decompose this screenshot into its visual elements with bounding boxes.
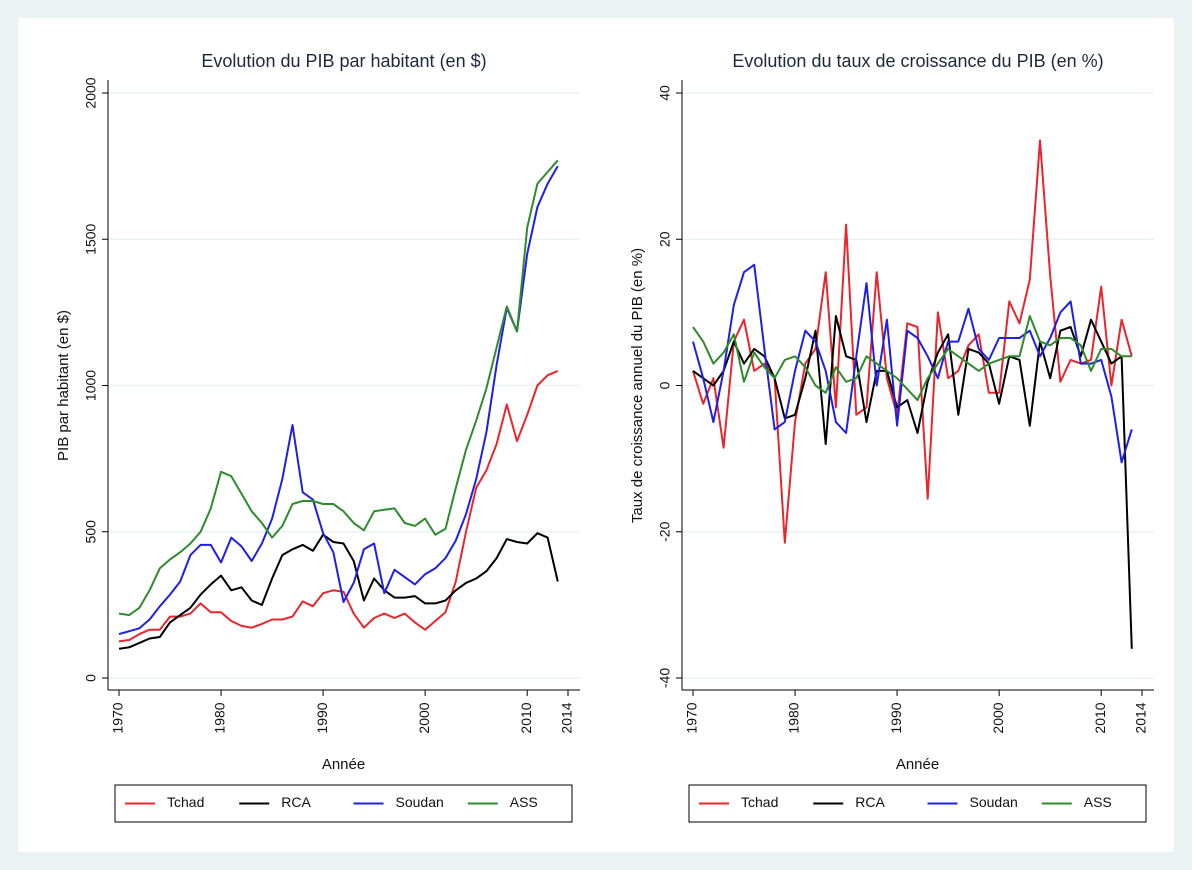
x-tick-label: 1980 <box>786 702 802 733</box>
series-line <box>118 369 559 643</box>
legend-label: ASS <box>1084 794 1112 810</box>
chart-title: Evolution du taux de croissance du PIB (… <box>732 51 1103 71</box>
y-tick-label: 1500 <box>83 223 99 254</box>
y-axis-title: PIB par habitant (en $) <box>55 310 72 461</box>
series-line <box>118 159 559 617</box>
y-tick-label: 40 <box>657 85 673 101</box>
x-tick-label: 1990 <box>888 702 904 733</box>
x-tick-label: 2010 <box>1092 702 1108 733</box>
y-tick-label: -40 <box>657 668 673 688</box>
x-tick-label: 2000 <box>990 702 1006 733</box>
series-line <box>692 315 1132 402</box>
legend-label: RCA <box>855 794 885 810</box>
x-tick-label: 2000 <box>416 702 432 733</box>
series-line <box>118 532 559 650</box>
y-tick-label: 1000 <box>83 370 99 401</box>
y-tick-label: 0 <box>83 674 99 682</box>
x-axis-title: Année <box>896 756 939 773</box>
x-tick-label: 1980 <box>212 702 228 733</box>
y-axis-title: Taux de croissance annuel du PIB (en %) <box>629 248 646 523</box>
y-tick-label: 2000 <box>83 77 99 108</box>
x-axis-title: Année <box>322 756 365 773</box>
chart-title: Evolution du PIB par habitant (en $) <box>201 51 486 71</box>
series-line <box>118 165 559 636</box>
x-tick-label: 1970 <box>110 702 126 733</box>
x-tick-label: 1970 <box>684 702 700 733</box>
legend-label: Tchad <box>741 794 778 810</box>
x-tick-label: 1990 <box>314 702 330 733</box>
y-tick-label: -20 <box>657 521 673 541</box>
x-tick-label: 2014 <box>1133 702 1149 733</box>
legend-label: Soudan <box>970 794 1018 810</box>
legend-label: ASS <box>510 794 538 810</box>
legend-label: RCA <box>281 794 311 810</box>
y-tick-label: 500 <box>83 520 99 544</box>
series-line <box>692 263 1133 464</box>
legend-label: Soudan <box>396 794 444 810</box>
legend-label: Tchad <box>167 794 204 810</box>
x-tick-label: 2010 <box>518 702 534 733</box>
x-tick-label: 2014 <box>559 702 575 733</box>
y-tick-label: 20 <box>657 231 673 247</box>
y-tick-label: 0 <box>657 381 673 389</box>
background <box>18 18 1174 852</box>
